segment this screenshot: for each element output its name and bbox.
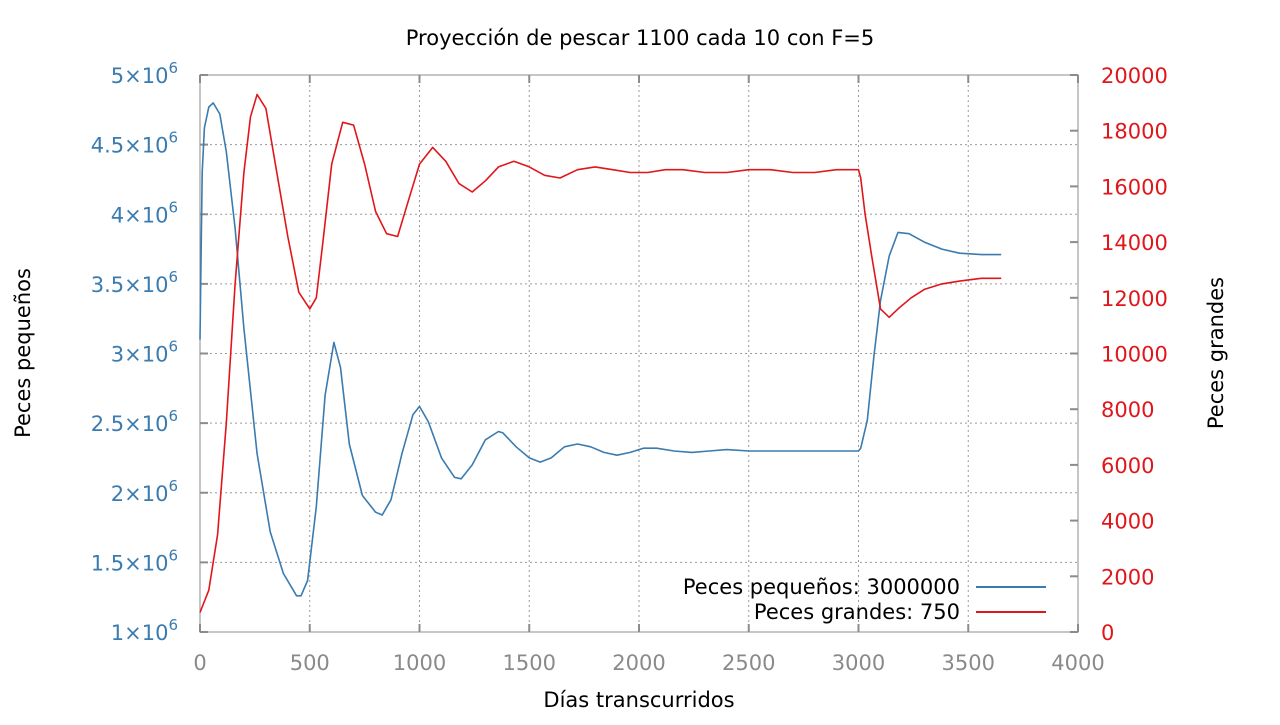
y-left-tick-label: 3.5×106	[91, 268, 178, 297]
y-left-tick-label: 4×106	[111, 198, 178, 227]
series-line-large-fish	[199, 93, 1002, 613]
y-right-tick-label: 4000	[1101, 510, 1154, 534]
tick-marks	[199, 74, 1079, 633]
y-left-axis-label: Peces pequeños	[11, 268, 35, 438]
series-lines	[199, 93, 1002, 613]
y-right-tick-label: 18000	[1101, 120, 1168, 144]
y-left-tick-label: 1×106	[111, 616, 178, 645]
y-right-tick-label: 16000	[1101, 175, 1168, 199]
y-right-tick-label: 0	[1101, 621, 1114, 645]
legend-label-small-fish: Peces pequeños: 3000000	[683, 575, 960, 599]
y-left-tick-label: 2.5×106	[91, 407, 178, 436]
x-tick-label: 1500	[503, 651, 556, 675]
chart-title: Proyección de pescar 1100 cada 10 con F=…	[406, 26, 874, 50]
y-right-tick-label: 20000	[1101, 64, 1168, 88]
grid-lines	[200, 75, 1078, 632]
x-tick-label: 3000	[832, 651, 885, 675]
x-tick-label: 2500	[722, 651, 775, 675]
legend-label-large-fish: Peces grandes: 750	[754, 600, 960, 624]
y-right-tick-label: 8000	[1101, 398, 1154, 422]
y-right-tick-label: 12000	[1101, 287, 1168, 311]
x-tick-label: 500	[290, 651, 330, 675]
y-right-tick-label: 10000	[1101, 343, 1168, 367]
y-right-tick-label: 6000	[1101, 454, 1154, 478]
y-left-tick-label: 3×106	[111, 338, 178, 367]
y-right-tick-labels: 0 2000 4000 6000 8000 10000 12000 14000 16000 180…	[1101, 64, 1168, 645]
y-right-axis-label: Peces grandes	[1204, 277, 1228, 429]
x-tick-label: 0	[193, 651, 206, 675]
y-left-tick-label: 4.5×106	[91, 129, 178, 158]
legend: Peces pequeños: 3000000 Peces grandes: 7…	[683, 575, 1046, 624]
x-axis-label: Días transcurridos	[543, 688, 734, 712]
y-left-tick-label: 1.5×106	[91, 546, 178, 575]
x-tick-labels: 0 500 1000 1500 2000 2500 3000 3500 4000	[193, 651, 1104, 675]
x-tick-label: 1000	[393, 651, 446, 675]
x-tick-label: 2000	[612, 651, 665, 675]
y-left-tick-label: 5×106	[111, 59, 178, 88]
x-tick-label: 3500	[942, 651, 995, 675]
y-right-tick-label: 2000	[1101, 565, 1154, 589]
series-line-small-fish	[199, 102, 1002, 597]
y-right-tick-label: 14000	[1101, 231, 1168, 255]
x-tick-label: 4000	[1051, 651, 1104, 675]
y-left-tick-labels: 1×106 1.5×106 2×106 2.5×106 3×106 3.5×106 4×10…	[91, 59, 178, 645]
y-left-tick-label: 2×106	[111, 477, 178, 506]
